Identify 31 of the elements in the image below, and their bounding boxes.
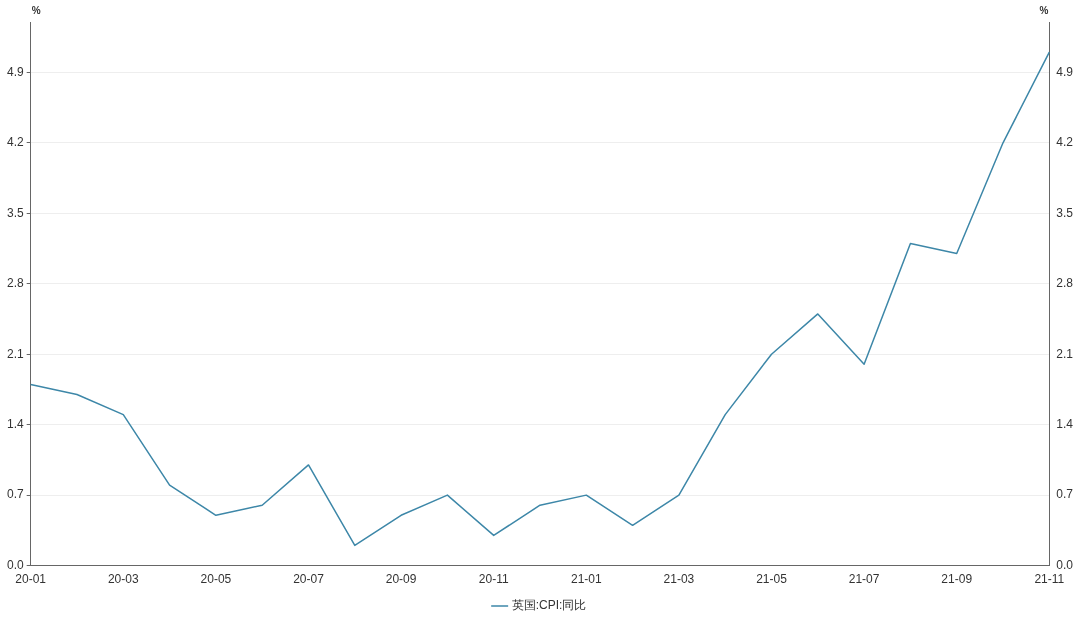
x-tick-label: 20-03 xyxy=(107,572,139,587)
y2-tick-label: 3.5 xyxy=(1056,205,1074,220)
x-tick-label: 21-01 xyxy=(570,572,602,587)
y2-tick-label: 4.2 xyxy=(1056,135,1074,150)
y2-tick-label: 2.8 xyxy=(1056,276,1074,291)
y-tick-label: 4.9 xyxy=(6,64,24,79)
x-tick-label: 21-09 xyxy=(941,572,973,587)
y-tick-label: 2.1 xyxy=(6,346,24,361)
y2-tick-label: 0.7 xyxy=(1056,487,1074,502)
y-tick-label: 0.7 xyxy=(6,487,24,502)
y-tick-label: 2.8 xyxy=(6,276,24,291)
y-tick-label: 4.2 xyxy=(6,135,24,150)
y2-tick-label: 1.4 xyxy=(1056,416,1074,431)
x-tick-label: 21-05 xyxy=(756,572,788,587)
y-tick-label: 0.0 xyxy=(6,557,24,572)
y-axis-title: % xyxy=(31,4,41,16)
x-tick-label: 21-07 xyxy=(848,572,880,587)
y-tick-label: 3.5 xyxy=(6,205,24,220)
x-tick-label: 20-07 xyxy=(293,572,325,587)
x-tick-label: 20-09 xyxy=(385,572,417,587)
y2-tick-label: 4.9 xyxy=(1056,64,1074,79)
legend-label: 英国:CPI:同比 xyxy=(511,598,587,613)
y-tick-label: 1.4 xyxy=(6,416,24,431)
x-tick-label: 20-05 xyxy=(200,572,232,587)
x-tick-label: 21-11 xyxy=(1034,572,1065,587)
x-tick-label: 21-03 xyxy=(663,572,695,587)
y2-tick-label: 0.0 xyxy=(1056,557,1074,572)
y2-tick-label: 2.1 xyxy=(1056,346,1074,361)
x-tick-label: 20-11 xyxy=(478,572,509,587)
y2-axis-title: % xyxy=(1039,4,1049,16)
x-tick-label: 20-01 xyxy=(15,572,47,587)
